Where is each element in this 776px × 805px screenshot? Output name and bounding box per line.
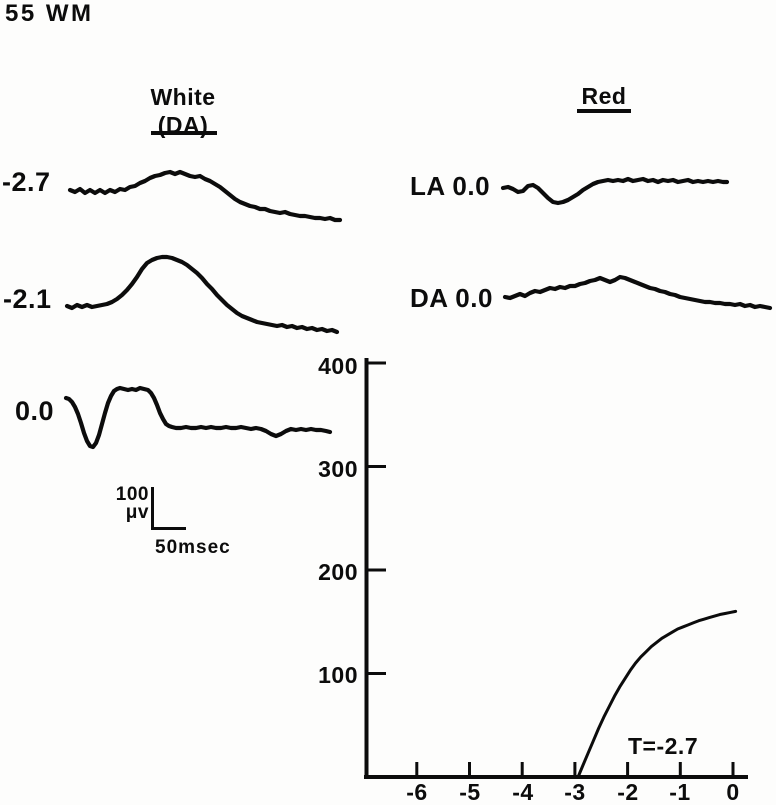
red-column-header: Red <box>581 83 627 109</box>
trace-label-zero: 0.0 <box>15 396 55 426</box>
axis-ticks <box>366 361 735 776</box>
x-axis-tick-label-minus-5: -5 <box>459 779 481 805</box>
y-axis-tick-label-100: 100 <box>318 662 358 688</box>
figure-title: 55 WM <box>5 0 94 27</box>
y-axis-tick-label-200: 200 <box>318 559 358 585</box>
trace-label-minus-2-7: -2.7 <box>2 167 51 197</box>
waveform-trace <box>500 176 730 206</box>
trace-label-la-zero: LA 0.0 <box>410 171 491 201</box>
intensity-response-curve <box>576 609 738 779</box>
x-axis-tick-label-minus-2: -2 <box>617 779 639 805</box>
scale-amplitude-unit: μv <box>125 502 149 523</box>
scale-time-label: 50msec <box>155 537 231 558</box>
trace-label-da-zero: DA 0.0 <box>410 283 493 313</box>
y-axis-tick-label-300: 300 <box>318 456 358 482</box>
white-header-underline <box>151 131 217 135</box>
x-axis-tick-label-minus-6: -6 <box>406 779 428 805</box>
x-axis-tick-label-minus-3: -3 <box>564 779 586 805</box>
y-axis-tick-label-400: 400 <box>318 353 358 379</box>
threshold-annotation: T=-2.7 <box>628 733 699 759</box>
erg-traces <box>63 169 773 450</box>
x-axis-tick-label-minus-4: -4 <box>512 779 534 805</box>
waveform-trace <box>502 274 773 311</box>
waveform-trace <box>67 169 343 223</box>
red-header-underline <box>577 109 631 113</box>
x-axis-tick-label-minus-1: -1 <box>669 779 691 805</box>
trace-label-minus-2-1: -2.1 <box>3 284 52 314</box>
white-header-label: White <box>150 84 216 110</box>
response-curve <box>576 609 738 779</box>
waveform-trace <box>64 254 340 335</box>
scale-amplitude-value: 100 <box>115 484 149 505</box>
waveform-trace <box>63 385 333 450</box>
x-axis-tick-label-zero: 0 <box>726 779 740 805</box>
